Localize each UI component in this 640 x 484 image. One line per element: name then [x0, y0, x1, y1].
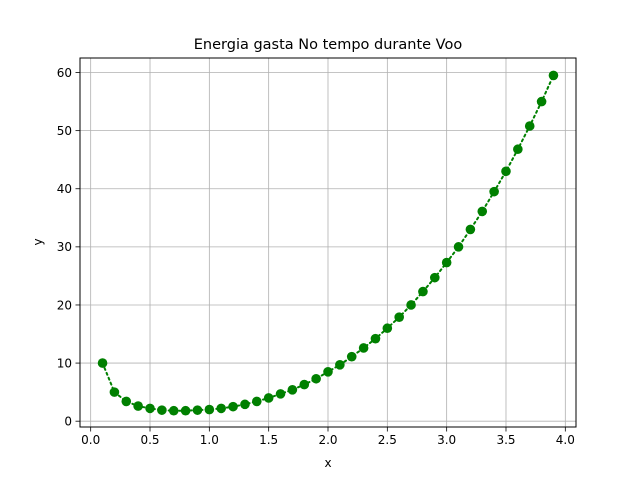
x-axis-label: x: [324, 456, 331, 470]
data-point: [524, 121, 535, 131]
data-point: [97, 358, 108, 368]
data-point: [513, 144, 523, 155]
data-point: [453, 242, 464, 252]
y-tick-label: 30: [57, 240, 72, 254]
data-point: [465, 224, 476, 235]
x-tick-label: 2.5: [378, 433, 397, 447]
data-point: [168, 405, 179, 416]
data-point: [311, 373, 321, 384]
data-point: [441, 257, 452, 268]
data-point: [370, 333, 381, 344]
data-point: [133, 401, 143, 411]
data-point: [109, 387, 120, 397]
x-axis-ticks: 0.0 0.5 1.0 1.5 2.0 2.5 3.0 3.5 4.0: [81, 427, 575, 447]
y-axis-ticks: 0 10 20 30 40 50 60: [57, 66, 80, 428]
x-tick-label: 3.0: [437, 433, 456, 447]
data-point: [121, 396, 132, 407]
data-point: [263, 393, 274, 403]
data-point: [204, 404, 215, 415]
data-point: [394, 312, 404, 322]
data-point: [145, 403, 155, 414]
data-point: [323, 366, 333, 377]
data-point: [299, 379, 310, 390]
data-point: [252, 396, 262, 407]
x-tick-label: 0.5: [140, 433, 159, 447]
data-point: [192, 405, 203, 415]
data-point: [429, 272, 440, 283]
x-tick-label: 3.5: [496, 433, 515, 447]
y-tick-label: 0: [64, 414, 72, 428]
x-tick-label: 1.5: [259, 433, 278, 447]
y-tick-label: 50: [57, 124, 72, 138]
data-point: [275, 389, 286, 399]
data-point: [228, 401, 238, 412]
data-point: [180, 405, 191, 416]
data-point: [536, 96, 547, 107]
chart-title: Energia gasta No tempo durante Voo: [194, 37, 463, 53]
y-tick-label: 10: [57, 356, 72, 370]
y-tick-label: 40: [57, 182, 72, 196]
data-point: [382, 323, 393, 334]
x-tick-label: 0.0: [81, 433, 100, 447]
x-tick-label: 4.0: [556, 433, 575, 447]
data-point: [216, 403, 227, 414]
data-point: [489, 186, 499, 197]
data-point: [358, 343, 369, 353]
data-point: [477, 206, 488, 217]
data-point: [501, 166, 511, 177]
x-tick-label: 1.0: [200, 433, 219, 447]
data-point: [406, 300, 416, 310]
y-tick-label: 20: [57, 298, 72, 312]
y-tick-label: 60: [57, 66, 72, 80]
data-point: [157, 405, 167, 415]
data-point: [335, 360, 345, 370]
data-point: [287, 385, 298, 395]
data-point: [240, 399, 250, 410]
x-tick-label: 2.0: [318, 433, 337, 447]
y-axis-label: y: [31, 238, 45, 245]
data-point: [418, 286, 428, 297]
data-series: [97, 70, 559, 416]
data-point: [346, 351, 357, 362]
data-point: [548, 70, 559, 81]
